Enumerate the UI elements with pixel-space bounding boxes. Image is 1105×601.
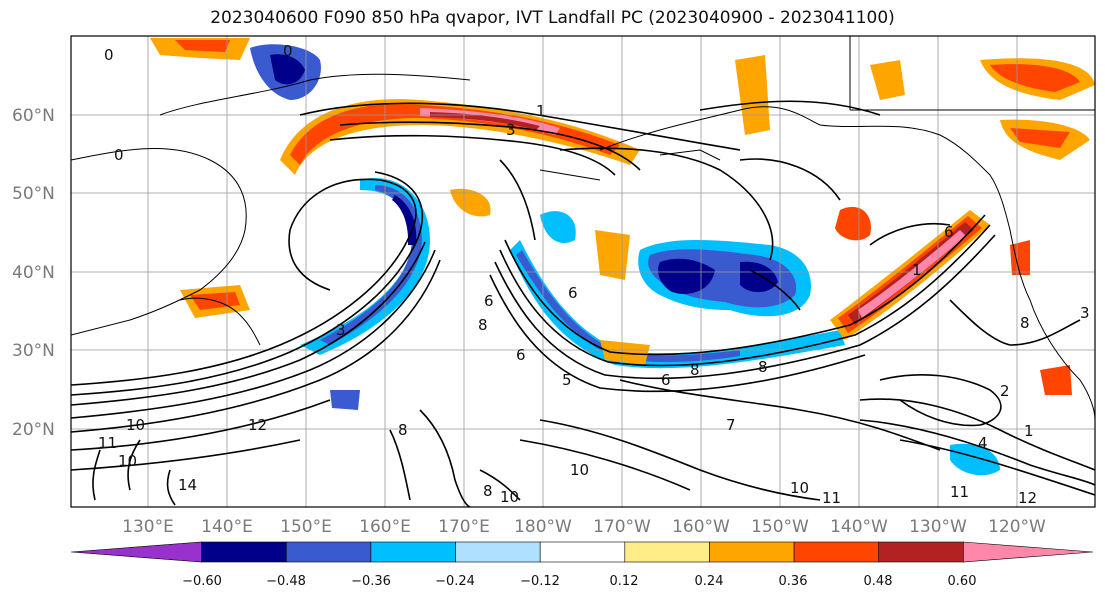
contour-label: 10: [570, 461, 589, 479]
lon-label: 140°E: [201, 517, 253, 537]
contour-label: 1: [912, 261, 922, 279]
contour-label: 12: [248, 416, 267, 434]
contour-label: 11: [950, 483, 969, 501]
lon-label: 120°W: [988, 517, 1046, 537]
lat-label-60n: 60°N: [12, 106, 55, 126]
contour-label: 5: [562, 371, 572, 389]
contour-label: 6: [484, 292, 494, 310]
colorbar-segment: [963, 541, 1094, 563]
plot-title: 2023040600 F090 850 hPa qvapor, IVT Land…: [210, 8, 895, 28]
contour-label: 8: [1020, 314, 1030, 332]
colorbar-segment: [370, 541, 456, 563]
contour-label: 8: [483, 482, 493, 500]
colorbar-segment: [709, 541, 795, 563]
colorbar-tick-label: −0.12: [520, 574, 560, 589]
contour-label: 10: [500, 488, 519, 506]
contour-label: 8: [758, 358, 768, 376]
colorbar-tick-label: −0.48: [266, 574, 306, 589]
colorbar-segment: [539, 541, 626, 563]
lat-label-20n: 20°N: [12, 420, 55, 440]
colorbar: −0.60 −0.48 −0.36 −0.24 −0.12 0.12 0.24 …: [70, 541, 1094, 589]
lon-label: 140°W: [830, 517, 888, 537]
contour-label: 0: [283, 42, 293, 60]
lat-label-50n: 50°N: [12, 184, 55, 204]
contour-label: 4: [978, 434, 988, 452]
contour-label: 0: [104, 46, 114, 64]
lat-label-40n: 40°N: [12, 263, 55, 283]
contour-label: 10: [790, 479, 809, 497]
contour-label: 14: [178, 476, 197, 494]
contour-label: 7: [726, 416, 736, 434]
ivt-contours: [71, 100, 1095, 507]
colorbar-tick-label: 0.36: [779, 574, 808, 589]
colorbar-tick-label: −0.60: [182, 574, 222, 589]
contour-label: 6: [568, 284, 578, 302]
map-content: 0 0 0 1 3 3 8 6 6 5 7 8 8 10 12 11 10 14…: [71, 36, 1095, 507]
lon-label: 170°E: [438, 517, 490, 537]
lon-label: 150°W: [751, 517, 809, 537]
colorbar-segments: [70, 541, 1094, 563]
lon-label: 180°W: [514, 517, 572, 537]
lon-label: 130°E: [122, 517, 174, 537]
colorbar-segment: [455, 541, 541, 563]
contour-label: 8: [690, 361, 700, 379]
contour-label: 12: [1018, 489, 1037, 507]
lon-label: 150°E: [280, 517, 332, 537]
contour-label: 1: [1024, 422, 1034, 440]
colorbar-segment: [793, 541, 880, 563]
lon-label: 160°E: [359, 517, 411, 537]
contour-label-group: 0 0 0 1 3 3 8 6 6 5 7 8 8 10 12 11 10 14…: [98, 42, 1090, 507]
latitude-labels: 60°N 50°N 40°N 30°N 20°N: [12, 106, 55, 440]
contour-label: 11: [98, 434, 117, 452]
map-border: [70, 35, 1096, 508]
contour-label: 3: [1080, 304, 1090, 322]
lon-label: 130°W: [909, 517, 967, 537]
contour-label: 6: [944, 223, 954, 241]
colorbar-tick-label: 0.60: [948, 574, 977, 589]
colorbar-tick-label: 0.48: [864, 574, 893, 589]
contour-label: 1: [536, 102, 546, 120]
contour-label: 6: [516, 346, 526, 364]
coastlines: [71, 36, 1095, 421]
colorbar-segment: [201, 541, 287, 563]
colorbar-segment: [70, 541, 202, 563]
colorbar-segment: [624, 541, 710, 563]
colorbar-segment: [285, 541, 372, 563]
contour-label: 3: [506, 121, 516, 139]
contour-label: 2: [1000, 382, 1010, 400]
lon-label: 170°W: [593, 517, 651, 537]
longitude-labels: 130°E 140°E 150°E 160°E 170°E 180°W 170°…: [122, 517, 1046, 537]
colorbar-tick-label: −0.36: [351, 574, 391, 589]
contour-label: 3: [336, 321, 346, 339]
lon-label: 160°W: [672, 517, 730, 537]
lat-label-30n: 30°N: [12, 341, 55, 361]
contour-label: 8: [478, 316, 488, 334]
colorbar-segment: [878, 541, 964, 563]
contour-label: 8: [398, 421, 408, 439]
contour-label: 11: [822, 489, 841, 507]
contour-label: 6: [661, 371, 671, 389]
colorbar-tick-label: 0.12: [610, 574, 639, 589]
contour-label: 0: [114, 146, 124, 164]
colorbar-tick-label: −0.24: [435, 574, 475, 589]
contour-label: 10: [126, 416, 145, 434]
colorbar-tick-labels: −0.60 −0.48 −0.36 −0.24 −0.12 0.12 0.24 …: [182, 574, 976, 589]
map-frame: [71, 36, 1095, 507]
colorbar-tick-label: 0.24: [695, 574, 724, 589]
contour-label: 10: [118, 452, 137, 470]
